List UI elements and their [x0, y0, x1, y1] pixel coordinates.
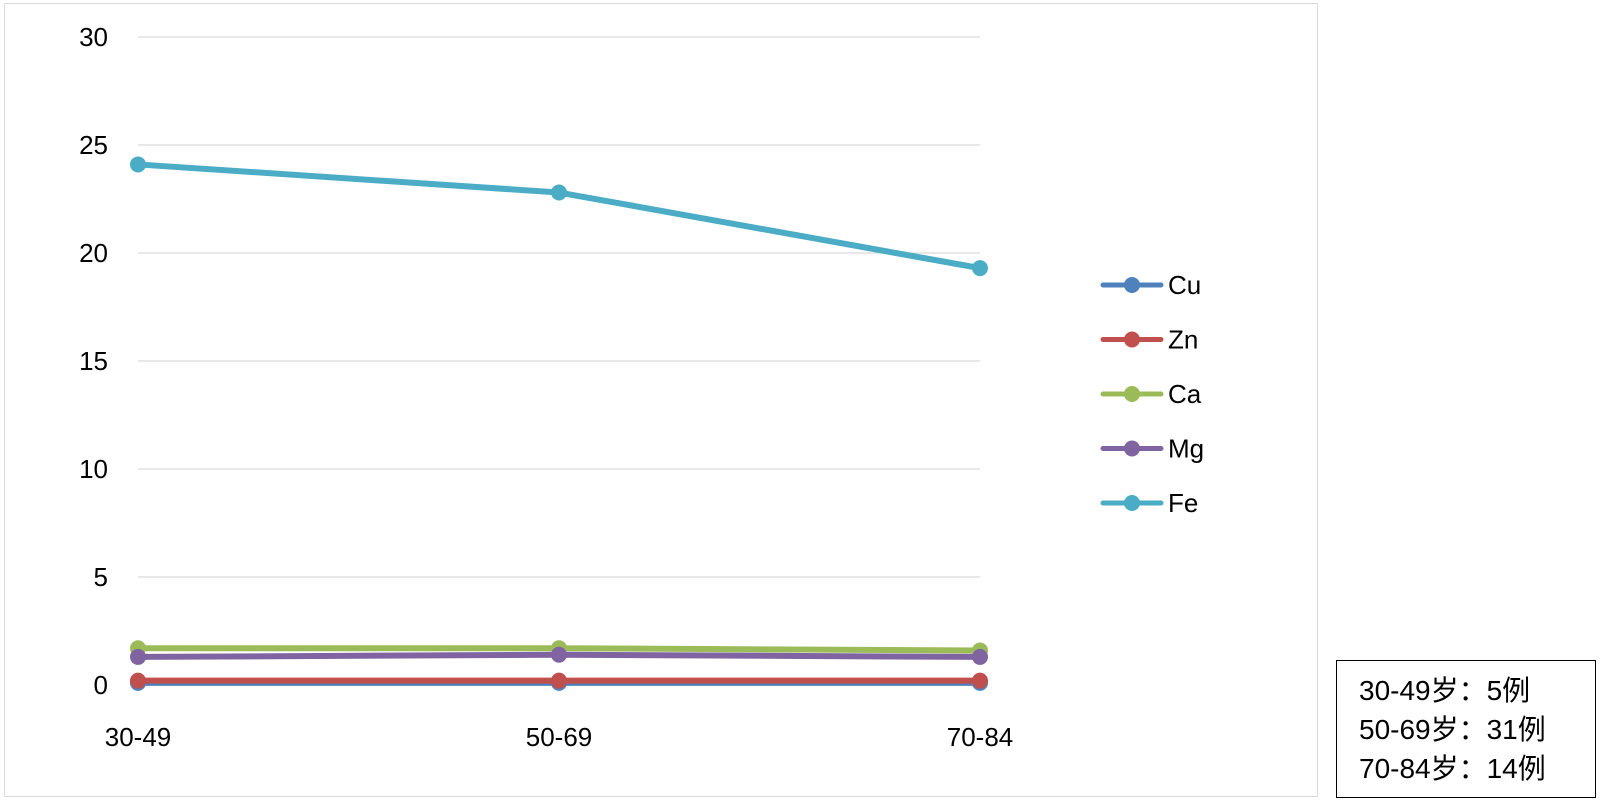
legend-swatch-marker [1124, 495, 1140, 511]
legend: Cu Zn Ca Mg Fe [1100, 270, 1204, 518]
legend-swatch-marker [1124, 277, 1140, 293]
note-line-2: 50-69岁：31例 [1359, 714, 1546, 745]
legend-swatch-marker [1124, 331, 1140, 348]
legend-item-fe: Fe [1100, 488, 1198, 518]
series-lines [130, 156, 988, 691]
data-point-zn [972, 672, 988, 689]
y-tick-label: 15 [79, 346, 108, 376]
legend-item-mg: Mg [1100, 434, 1204, 464]
data-point-mg [130, 648, 146, 665]
data-point-mg [972, 648, 988, 665]
data-point-fe [972, 260, 988, 277]
x-axis-ticks: 30-49 50-69 70-84 [105, 722, 1014, 752]
x-tick-label: 70-84 [947, 722, 1014, 752]
data-point-zn [130, 672, 146, 689]
x-tick-label: 50-69 [526, 722, 593, 752]
chart-frame: 0 5 10 15 20 25 30 30-49 50-69 70-84 Cu Zn Ca Mg Fe [4, 3, 1318, 797]
line-chart: 0 5 10 15 20 25 30 30-49 50-69 70-84 Cu Zn Ca Mg Fe [79, 22, 1204, 752]
y-tick-label: 25 [79, 130, 108, 160]
y-tick-label: 20 [79, 238, 108, 268]
series-mg [130, 646, 988, 665]
y-tick-label: 5 [94, 562, 108, 592]
legend-label: Zn [1168, 325, 1198, 355]
sample-size-note: 30-49岁：5例 50-69岁：31例 70-84岁：14例 [1336, 660, 1596, 798]
data-point-fe [130, 156, 146, 173]
data-point-fe [551, 184, 567, 201]
legend-label: Ca [1168, 379, 1202, 409]
legend-label: Fe [1168, 488, 1198, 518]
data-point-zn [551, 672, 567, 689]
legend-item-ca: Ca [1100, 379, 1202, 409]
legend-label: Mg [1168, 434, 1204, 464]
legend-label: Cu [1168, 270, 1201, 300]
note-line-3: 70-84岁：14例 [1359, 753, 1546, 784]
y-tick-label: 10 [79, 454, 108, 484]
data-point-mg [551, 646, 567, 663]
legend-swatch-marker [1124, 440, 1140, 457]
y-tick-label: 0 [94, 670, 108, 700]
series-fe [130, 156, 988, 277]
y-axis-ticks: 0 5 10 15 20 25 30 [79, 22, 108, 700]
grid-lines [138, 36, 980, 686]
legend-item-zn: Zn [1100, 325, 1198, 355]
y-tick-label: 30 [79, 22, 108, 52]
note-line-1: 30-49岁：5例 [1359, 675, 1531, 706]
series-zn [130, 672, 988, 689]
legend-item-cu: Cu [1100, 270, 1201, 300]
legend-swatch-marker [1124, 386, 1140, 402]
x-tick-label: 30-49 [105, 722, 172, 752]
